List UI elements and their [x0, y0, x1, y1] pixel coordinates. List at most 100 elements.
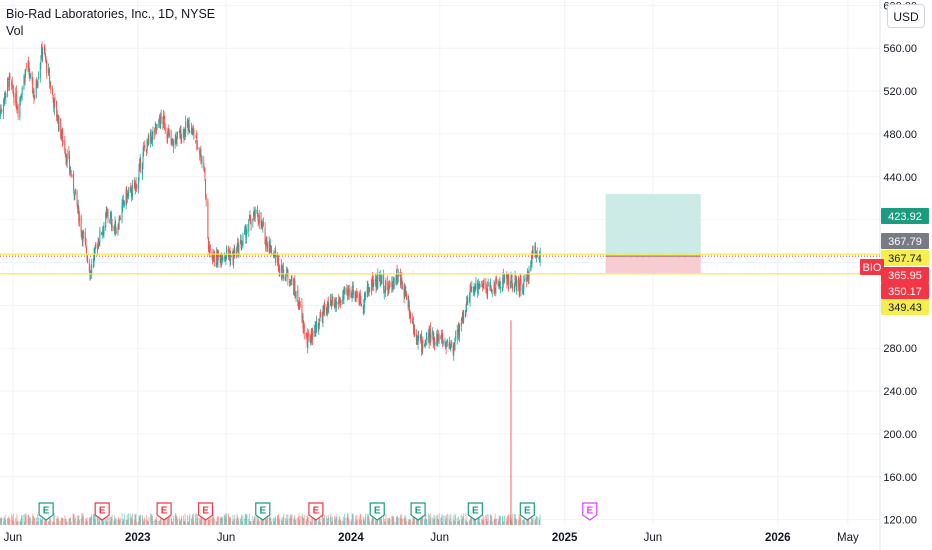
- candle-body: [391, 286, 393, 288]
- candle-body: [53, 100, 55, 108]
- volume-bar: [437, 519, 439, 525]
- volume-bar: [126, 520, 128, 525]
- volume-bar: [73, 514, 75, 525]
- volume-bar: [446, 518, 448, 525]
- volume-bar: [315, 517, 317, 525]
- candle-body: [279, 266, 281, 275]
- volume-bar: [297, 517, 299, 525]
- volume-indicator-label[interactable]: Vol: [6, 24, 24, 38]
- candle-body: [314, 331, 316, 333]
- volume-bar: [350, 521, 352, 525]
- volume-bar: [91, 514, 93, 525]
- candle-body: [0, 108, 2, 112]
- volume-bar: [61, 518, 63, 525]
- candle-body: [265, 239, 267, 247]
- candle-body: [138, 169, 140, 180]
- candle-body: [326, 308, 328, 314]
- volume-bar: [466, 519, 468, 525]
- candle-body: [372, 285, 374, 287]
- volume-bar: [192, 513, 194, 525]
- candle-body: [511, 277, 513, 281]
- volume-bar: [12, 520, 14, 525]
- volume-bar: [93, 515, 95, 525]
- volume-bar: [460, 514, 462, 525]
- volume-bar: [183, 520, 185, 525]
- volume-bar: [454, 515, 456, 525]
- volume-bar: [256, 515, 258, 525]
- candle-body: [414, 329, 416, 335]
- volume-bar: [515, 519, 517, 525]
- volume-bar: [269, 516, 271, 525]
- candle-body: [454, 336, 456, 338]
- volume-bar: [241, 514, 243, 525]
- candle-body: [101, 232, 103, 234]
- currency-button[interactable]: USD: [887, 4, 925, 28]
- volume-bar: [184, 520, 186, 525]
- volume-bar: [379, 513, 381, 525]
- candle-body: [425, 341, 427, 346]
- volume-bar: [433, 518, 435, 525]
- volume-bar: [351, 519, 353, 525]
- volume-bar: [85, 519, 87, 525]
- candle-body: [400, 279, 402, 286]
- earnings-marker: [519, 502, 535, 521]
- candle-body: [522, 286, 524, 294]
- candle-body: [530, 261, 532, 272]
- volume-bar: [311, 517, 313, 525]
- candle-body: [363, 297, 365, 308]
- candle-body: [57, 116, 59, 123]
- volume-bar: [321, 515, 323, 525]
- volume-spike-bar: [510, 320, 512, 525]
- candle-body: [527, 276, 529, 277]
- candle-body: [376, 275, 378, 288]
- volume-bar: [94, 513, 96, 525]
- candle-body: [97, 248, 99, 251]
- volume-bar: [301, 516, 303, 525]
- volume-bar: [5, 519, 7, 525]
- volume-bar: [520, 518, 522, 525]
- candle-body: [523, 279, 525, 281]
- candle-body: [232, 250, 234, 262]
- candle-body: [143, 147, 145, 151]
- earnings-marker: [410, 502, 426, 521]
- candle-body: [317, 323, 319, 329]
- volume-bar: [85, 518, 87, 525]
- volume-bar: [287, 514, 289, 525]
- volume-bar: [40, 518, 42, 525]
- volume-bar: [23, 514, 25, 525]
- candle-body: [313, 330, 315, 337]
- candle-body: [186, 119, 188, 128]
- candle-body: [278, 270, 280, 272]
- candle-body: [187, 124, 189, 130]
- volume-bar: [175, 513, 177, 525]
- volume-bar: [77, 515, 79, 525]
- candle-body: [487, 281, 489, 286]
- x-tick-label: Jun: [4, 532, 23, 544]
- candle-body: [158, 119, 160, 126]
- volume-bar: [307, 516, 309, 525]
- candle-body: [103, 225, 105, 234]
- candle-body: [365, 294, 367, 296]
- volume-bar: [339, 517, 341, 525]
- candle-body: [442, 333, 444, 345]
- volume-bar: [39, 517, 41, 525]
- candle-body: [129, 187, 131, 193]
- volume-bar: [366, 513, 368, 525]
- candle-body: [85, 238, 87, 246]
- volume-bar: [302, 517, 304, 525]
- volume-bar: [449, 518, 451, 525]
- candle-body: [419, 335, 421, 341]
- candle-body: [494, 288, 496, 292]
- symbol-tag-bg: [860, 259, 884, 275]
- candle-body: [301, 316, 303, 318]
- candle-body: [278, 259, 280, 271]
- candle-body: [219, 258, 221, 263]
- volume-bar: [294, 520, 296, 525]
- candle-body: [94, 245, 96, 250]
- volume-bar: [187, 521, 189, 525]
- candle-body: [175, 138, 177, 140]
- volume-bar: [457, 521, 459, 525]
- candle-body: [62, 140, 64, 143]
- volume-bar: [3, 517, 5, 525]
